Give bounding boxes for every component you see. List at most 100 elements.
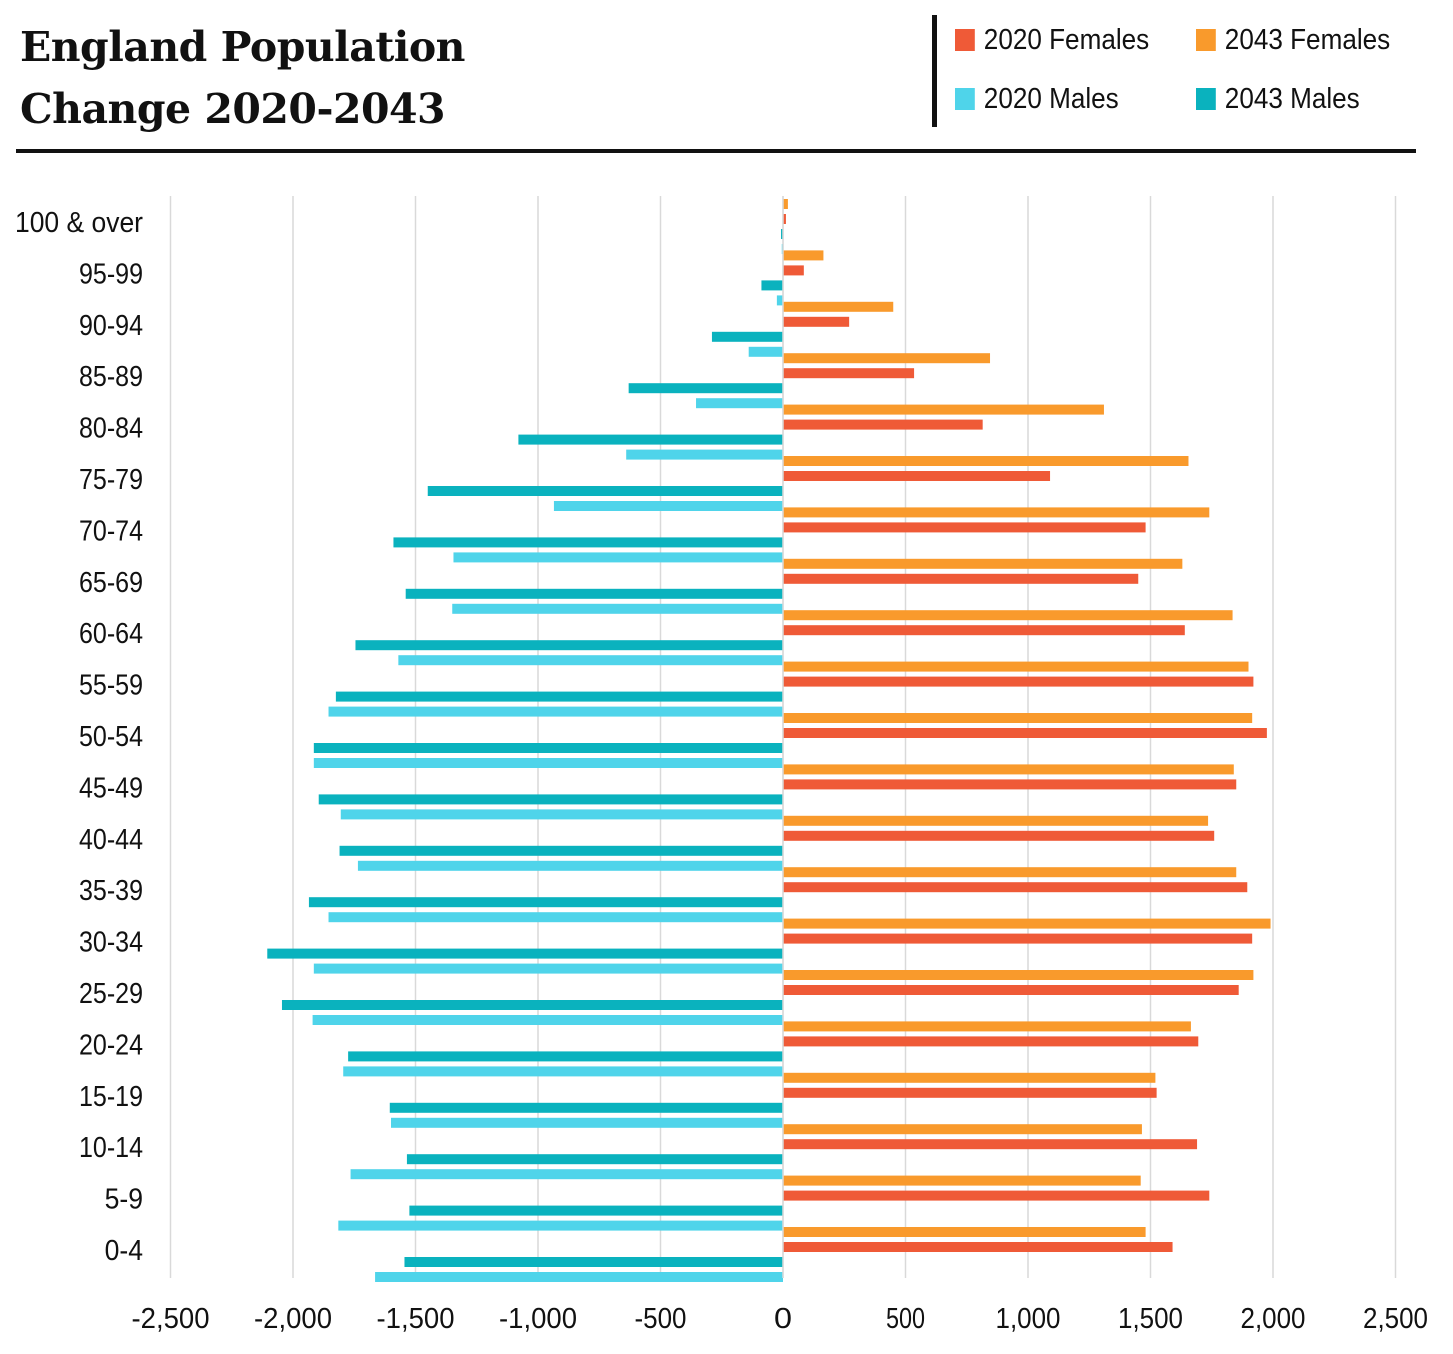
x-tick-labels: -2,500 -2,000 -1,500 -1,000 -500 0 500 1,000 1,5…: [132, 1303, 1429, 1335]
bar-2043-males-25-29: [281, 1000, 783, 1010]
legend-swatch-2020-males: [955, 88, 975, 110]
y-tick-label-100-and-over: 100 & over: [15, 207, 143, 239]
bar-2043-females-40-44: [783, 815, 1209, 826]
legend-label-2020-females: 2020 Females: [983, 23, 1150, 56]
bar-2020-females-5-9: [783, 1190, 1210, 1201]
legend-label-2020-males: 2020 Males: [983, 82, 1119, 115]
bar-2020-males-60-64: [398, 655, 783, 666]
x-tick-label-4: -500: [635, 1303, 687, 1335]
bar-2043-females-75-79: [783, 456, 1189, 466]
bar-2020-females-75-79: [783, 471, 1051, 481]
header-rule: [16, 149, 1416, 153]
bar-2043-males-75-79: [427, 486, 783, 496]
x-tick-label-5: 0: [774, 1303, 792, 1335]
bar-2020-males-95-99: [776, 295, 783, 306]
y-tick-label-10-14: 10-14: [79, 1132, 143, 1164]
bar-2020-males-70-74: [453, 552, 783, 563]
bar-2020-males-75-79: [553, 501, 783, 511]
bar-2020-males-5-9: [338, 1220, 783, 1231]
bars: [267, 196, 1271, 1282]
bar-2020-males-0-4: [375, 1272, 783, 1282]
bar-2043-females-95-99: [783, 250, 824, 261]
legend-item-2043-females: 2043 Females: [1196, 20, 1390, 60]
y-tick-label-0-4: 0-4: [105, 1235, 143, 1267]
x-tick-label-8: 1,500: [1118, 1303, 1183, 1335]
y-tick-label-60-64: 60-64: [79, 618, 143, 650]
bar-2020-females-60-64: [783, 625, 1185, 636]
bar-2020-females-100-and-over: [783, 214, 786, 224]
bar-2043-females-100-and-over: [783, 199, 788, 209]
y-tick-label-80-84: 80-84: [79, 413, 143, 445]
y-tick-label-15-19: 15-19: [79, 1081, 143, 1113]
bar-2043-males-0-4: [404, 1257, 783, 1267]
legend-swatch-2043-males: [1196, 88, 1216, 110]
x-tick-label-10: 2,500: [1363, 1303, 1428, 1335]
x-tick-label-7: 1,000: [996, 1303, 1061, 1335]
bar-2020-males-80-84: [626, 449, 783, 460]
bar-2020-males-85-89: [696, 398, 783, 409]
bar-2043-females-85-89: [783, 353, 991, 364]
bar-2043-males-20-24: [348, 1051, 783, 1062]
bar-2043-females-45-49: [783, 764, 1234, 775]
bar-2043-females-15-19: [783, 1072, 1156, 1083]
y-tick-labels: 0-4 5-9 10-14 15-19 20-24 25-29 30-34 35-39 40-4…: [15, 207, 143, 1267]
bar-2020-males-30-34: [313, 963, 783, 974]
legend-divider: [932, 15, 937, 127]
bar-2043-males-90-94: [711, 331, 783, 342]
x-tick-label-3: -1,000: [499, 1303, 577, 1335]
y-tick-label-35-39: 35-39: [79, 875, 143, 907]
bar-2043-females-20-24: [783, 1021, 1191, 1032]
bar-2043-females-55-59: [783, 661, 1249, 672]
bar-2043-females-80-84: [783, 404, 1104, 415]
bar-2020-males-50-54: [313, 758, 783, 768]
y-tick-label-30-34: 30-34: [79, 927, 143, 959]
legend-swatch-2043-females: [1196, 29, 1216, 51]
bar-2043-females-35-39: [783, 867, 1237, 878]
bar-2020-females-0-4: [783, 1242, 1173, 1252]
legend-item-2020-males: 2020 Males: [955, 79, 1119, 119]
bar-2043-males-100-and-over: [781, 229, 783, 239]
bar-2043-females-25-29: [783, 970, 1254, 980]
x-tick-label-2: -1,500: [377, 1303, 455, 1335]
y-tick-label-5-9: 5-9: [105, 1184, 143, 1216]
bar-2043-females-60-64: [783, 610, 1233, 621]
bar-2043-males-95-99: [761, 280, 783, 291]
y-tick-label-55-59: 55-59: [79, 670, 143, 702]
bar-2020-females-35-39: [783, 882, 1248, 893]
y-tick-label-90-94: 90-94: [79, 310, 143, 342]
bar-2020-females-20-24: [783, 1036, 1199, 1047]
bar-2043-males-10-14: [406, 1154, 783, 1165]
bar-2043-females-65-69: [783, 558, 1183, 569]
y-tick-label-95-99: 95-99: [79, 258, 143, 290]
bar-2043-males-50-54: [313, 743, 783, 753]
y-tick-label-50-54: 50-54: [79, 721, 143, 753]
y-tick-label-70-74: 70-74: [79, 515, 143, 547]
bar-2043-males-85-89: [628, 383, 783, 394]
bar-2020-females-55-59: [783, 676, 1254, 687]
bar-2020-males-55-59: [328, 706, 783, 717]
bar-2043-males-80-84: [518, 434, 783, 445]
x-tick-label-9: 2,000: [1241, 1303, 1306, 1335]
bar-2020-females-70-74: [783, 522, 1146, 533]
bar-2020-females-45-49: [783, 779, 1237, 790]
bar-2043-males-35-39: [308, 897, 783, 908]
bar-2020-females-25-29: [783, 985, 1239, 995]
bar-2043-females-0-4: [783, 1227, 1146, 1237]
y-tick-label-45-49: 45-49: [79, 772, 143, 804]
x-tick-label-6: 500: [886, 1303, 925, 1335]
bar-2043-males-70-74: [393, 537, 783, 548]
bar-2020-females-30-34: [783, 933, 1253, 944]
y-tick-label-85-89: 85-89: [79, 361, 143, 393]
legend-item-2043-males: 2043 Males: [1196, 79, 1360, 119]
y-tick-label-75-79: 75-79: [79, 464, 143, 496]
bar-2020-males-15-19: [391, 1117, 783, 1128]
bar-2020-females-40-44: [783, 830, 1215, 841]
bar-2043-males-40-44: [339, 845, 783, 856]
bar-2043-males-65-69: [405, 588, 783, 599]
bar-2020-females-15-19: [783, 1087, 1157, 1098]
x-tick-label-1: -2,000: [254, 1303, 332, 1335]
y-tick-label-40-44: 40-44: [79, 824, 143, 856]
bar-2043-females-5-9: [783, 1175, 1141, 1186]
y-tick-label-65-69: 65-69: [79, 567, 143, 599]
bar-2043-males-5-9: [409, 1205, 783, 1216]
